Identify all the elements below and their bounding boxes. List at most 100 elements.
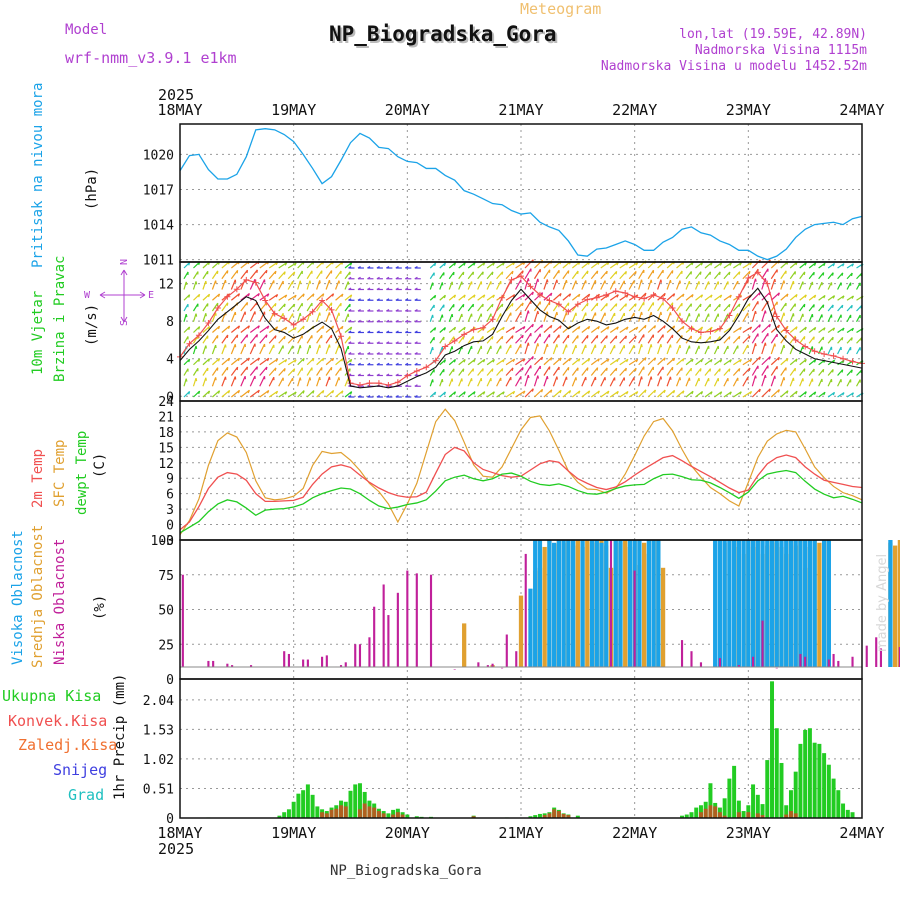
- wind-arrow-head: [432, 347, 434, 351]
- wind-arrow: [685, 261, 694, 269]
- low-cloud-bar: [879, 648, 883, 667]
- high-cloud-bar: [803, 540, 808, 667]
- wind-arrow: [789, 303, 796, 312]
- wind-arrow: [742, 294, 752, 301]
- wind-arrow: [751, 291, 761, 301]
- precip-bar: [694, 807, 699, 818]
- wind-arrow: [694, 377, 700, 387]
- wind-arrow: [486, 303, 494, 312]
- wind-arrow: [543, 376, 548, 387]
- wind-arrow: [685, 358, 694, 366]
- wind-arrow: [751, 388, 761, 398]
- high-cloud-bar: [760, 540, 765, 667]
- wind-arrow: [666, 293, 675, 301]
- wind-arrow-head: [541, 356, 544, 361]
- xtick-label-bottom: 19MAY: [271, 824, 316, 842]
- conv-precip-bar: [713, 806, 718, 818]
- wind-arrow: [515, 326, 526, 334]
- wind-arrow: [770, 343, 776, 355]
- wind-arrow: [297, 270, 303, 280]
- wind-arrow: [458, 378, 463, 387]
- wind-arrow-head: [395, 309, 399, 312]
- wind-arrow: [562, 357, 571, 366]
- wind-gust-marker: [745, 274, 752, 281]
- wind-arrow-head: [322, 390, 325, 394]
- wind-arrow: [789, 326, 798, 333]
- wind-arrow: [212, 325, 220, 333]
- low-cloud-bar: [505, 634, 508, 667]
- wind-arrow-head: [284, 326, 288, 331]
- wind-arrow: [808, 391, 817, 398]
- wind-arrow-head: [492, 359, 495, 363]
- wind-arrow-head: [738, 303, 741, 308]
- wind-arrow: [316, 334, 323, 344]
- wind-arrow-head: [376, 352, 380, 355]
- wind-arrow: [496, 262, 505, 269]
- wind-arrow: [221, 279, 227, 290]
- wind-arrow-head: [749, 358, 753, 363]
- high-cloud-bar: [821, 540, 827, 667]
- wind-arrow: [543, 389, 553, 398]
- wind-arrow: [192, 367, 199, 376]
- ytick-label: 0.51: [143, 782, 174, 797]
- wind-arrow-head: [274, 367, 277, 371]
- wind-arrow: [278, 303, 286, 312]
- wind-arrow: [676, 261, 685, 269]
- wind-arrow: [553, 389, 562, 398]
- wind-arrow-head: [341, 390, 344, 394]
- wind-arrow-head: [550, 357, 553, 361]
- precip-bar: [722, 798, 727, 818]
- wind-arrow-head: [265, 366, 268, 371]
- wind-arrow-head: [405, 330, 409, 334]
- wind-arrow: [259, 269, 268, 280]
- wind-gust-marker: [802, 343, 809, 350]
- wind-arrow: [609, 326, 619, 333]
- wind-arrow: [268, 335, 277, 344]
- wind-arrow: [297, 357, 305, 366]
- wind-arrow: [306, 357, 315, 366]
- wind-arrow-head: [607, 326, 610, 330]
- wind-arrow-head: [682, 326, 685, 330]
- wind-arrow-head: [217, 293, 221, 297]
- wind-arrow: [230, 389, 240, 398]
- wind-arrow-head: [299, 280, 302, 284]
- wind-arrow: [249, 311, 256, 322]
- wind-arrow-head: [615, 367, 618, 372]
- wind-gust-marker: [735, 293, 742, 300]
- wind-arrow: [192, 345, 197, 355]
- wind-arrow: [581, 376, 587, 387]
- wind-arrow-head: [559, 293, 562, 297]
- wind-arrow: [846, 295, 854, 301]
- wind-arrow: [534, 324, 543, 333]
- wind-arrow: [534, 388, 543, 398]
- wind-arrow-head: [841, 272, 844, 276]
- xtick-label-top: 19MAY: [271, 101, 316, 119]
- wind-arrow: [458, 281, 463, 290]
- legend-hail: Grad: [68, 786, 104, 804]
- high-cloud-bar: [637, 540, 642, 667]
- wind-arrow-head: [237, 293, 241, 297]
- wind-arrow: [723, 281, 729, 290]
- wind-arrow-head: [312, 390, 315, 394]
- high-cloud-bar: [613, 540, 618, 667]
- wind-arrow-head: [521, 302, 524, 306]
- wind-arrow-head: [348, 341, 352, 344]
- wind-arrow-head: [550, 292, 553, 297]
- wind-arrow-head: [786, 390, 789, 394]
- wind-arrow-head: [293, 271, 296, 275]
- wind-arrow: [818, 368, 825, 376]
- wind-arrow: [240, 366, 248, 376]
- wind-arrow: [287, 326, 297, 334]
- wind-arrow-head: [832, 304, 834, 308]
- wind-arrow: [325, 366, 333, 376]
- wind-arrow-head: [299, 377, 302, 381]
- high-cloud-bar: [779, 540, 784, 667]
- wind-arrow-head: [660, 311, 663, 316]
- wind-arrow-head: [718, 336, 721, 340]
- wind-arrow: [316, 357, 325, 366]
- wind-gust-marker: [754, 269, 761, 276]
- wind-arrow: [770, 333, 778, 344]
- wind-arrow-head: [207, 326, 211, 330]
- wind-arrow: [524, 291, 534, 301]
- xtick-label-bottom: 18MAY: [157, 824, 202, 842]
